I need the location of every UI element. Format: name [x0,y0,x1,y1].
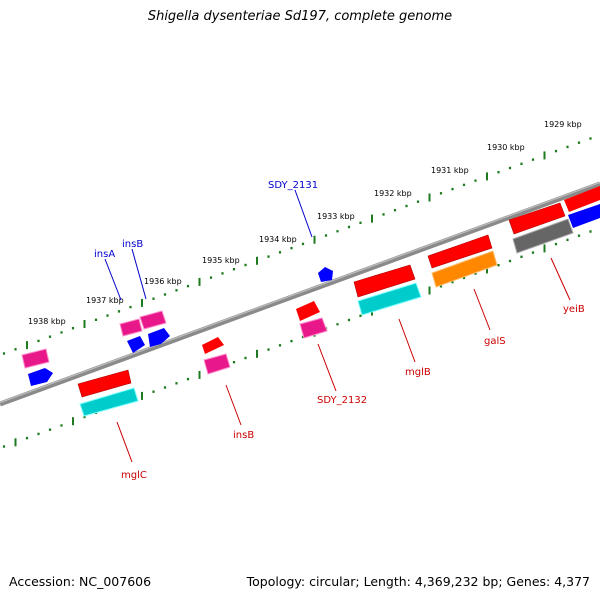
scale-label: 1937 kbp [86,296,124,305]
feature-bar-cyan[interactable] [79,387,139,417]
feature-bar-pink[interactable] [203,353,231,375]
gene-features [21,186,600,417]
scale-label: 1930 kbp [487,143,525,152]
label-connector [550,257,571,301]
scale-label: 1938 kbp [28,317,66,326]
feature-bar-pink[interactable] [299,317,328,339]
feature-arrow-blue[interactable] [28,368,53,386]
feature-arrow-red[interactable] [564,186,600,212]
feature-arrow-red[interactable] [202,337,224,354]
gene-label-reverse: SDY_2132 [317,395,367,406]
scale-ticks [2,137,592,448]
label-connector [473,288,491,331]
gene-label-reverse: galS [484,336,506,347]
feature-bar-orange[interactable] [431,250,498,288]
label-connector [317,343,337,392]
label-connector [116,421,133,463]
genome-stats-label: Topology: circular; Length: 4,369,232 bp… [246,574,590,589]
feature-arrow-red[interactable] [427,234,493,269]
feature-arrow-red[interactable] [77,369,132,398]
feature-bar-pink[interactable] [21,348,50,369]
scale-label: 1936 kbp [144,277,182,286]
feature-bar-cyan[interactable] [357,282,422,316]
scale-label: 1929 kbp [544,120,582,129]
gene-label-reverse: insB [233,430,254,441]
label-connector [104,258,122,301]
feature-arrow-red[interactable] [353,264,416,298]
label-connector [225,384,242,426]
feature-arrow-blue[interactable] [568,204,600,228]
label-connector [131,248,147,300]
label-connector [294,189,313,238]
feature-arrow-red[interactable] [296,301,320,321]
gene-label-forward: insB [122,239,143,250]
feature-arrow-blue[interactable] [318,267,333,282]
feature-bar-pink[interactable] [119,318,143,337]
label-connector [398,318,416,363]
scale-label: 1931 kbp [431,166,469,175]
accession-label: Accession: NC_007606 [9,574,152,589]
gene-label-reverse: mglB [405,367,431,378]
gene-label-reverse: yeiB [563,304,585,315]
scale-label: 1932 kbp [374,189,412,198]
map-title: Shigella dysenteriae Sd197, complete gen… [147,9,453,24]
scale-label: 1935 kbp [202,256,240,265]
scale-labels: 1929 kbp 1930 kbp 1931 kbp 1932 kbp 1933… [28,120,582,326]
gene-label-forward: SDY_2131 [268,180,318,191]
gene-labels: SDY_2131 insA insB yeiB galS mglB SDY_21… [94,180,585,481]
genome-backbone [0,181,600,407]
feature-arrow-blue[interactable] [127,336,145,353]
feature-arrow-pink[interactable] [139,310,167,330]
scale-label: 1933 kbp [317,212,355,221]
scale-label: 1934 kbp [259,235,297,244]
genome-backbone-highlight [0,181,600,404]
feature-arrow-red[interactable] [508,202,566,235]
feature-arrow-blue[interactable] [148,328,170,347]
feature-bar-grey[interactable] [512,218,574,254]
gene-label-forward: insA [94,249,115,260]
gene-label-reverse: mglC [121,470,147,481]
